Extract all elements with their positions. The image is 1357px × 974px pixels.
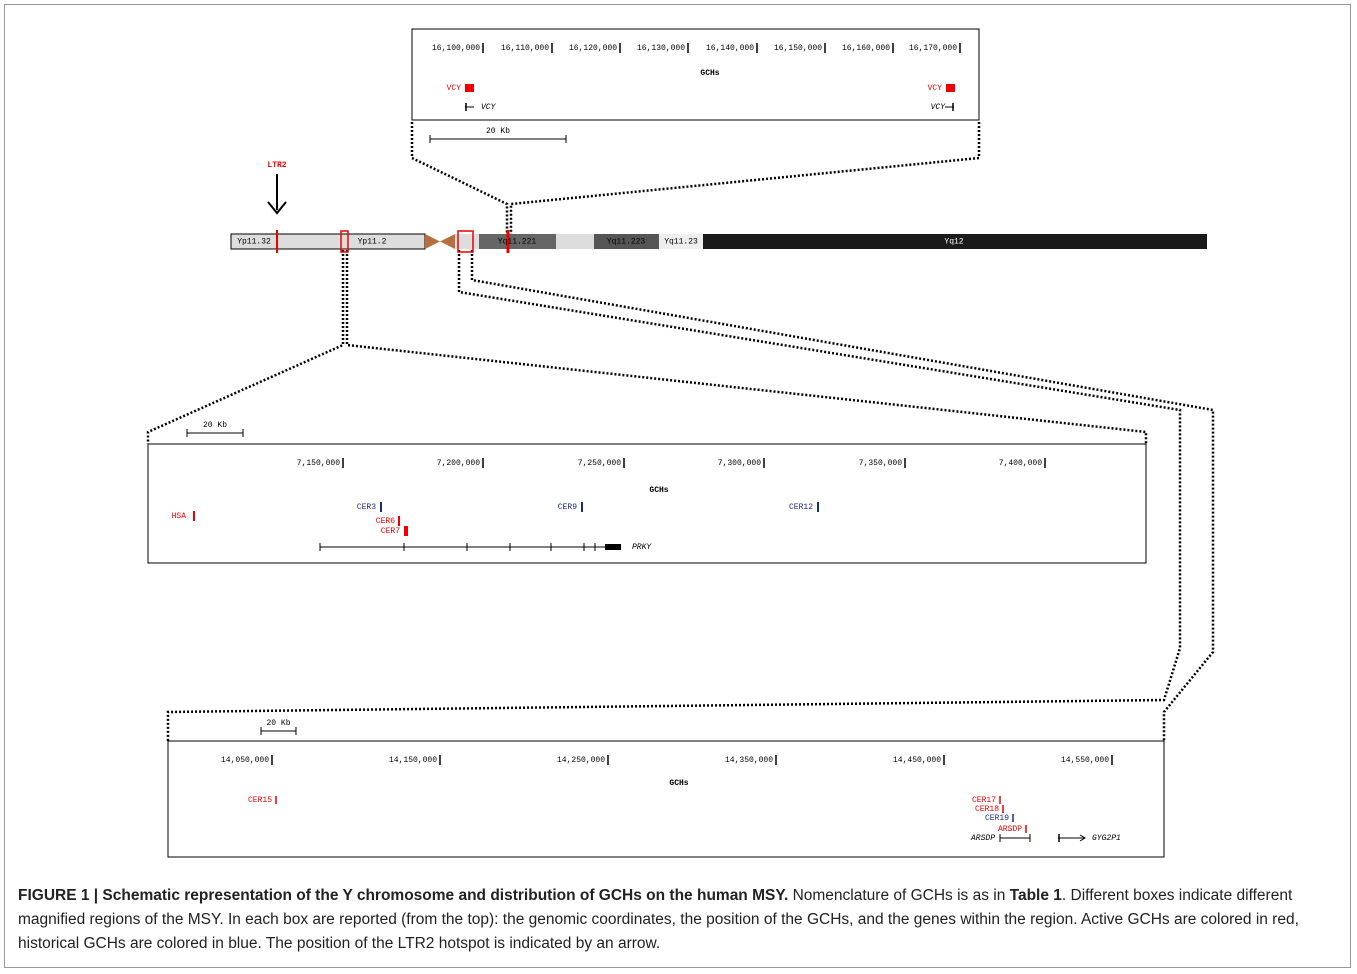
gch-label: CER7 bbox=[381, 527, 400, 536]
gch-label: HSA bbox=[172, 512, 187, 521]
band-label: Yq11.223 bbox=[607, 238, 646, 247]
gene-label: ARSDP bbox=[970, 834, 995, 843]
coordinate-label: 14,150,000 bbox=[389, 756, 437, 765]
coordinate-label: 16,140,000 bbox=[706, 44, 754, 53]
gene-label: PRKY bbox=[632, 543, 652, 552]
gch-label: CER15 bbox=[248, 796, 272, 805]
zoom-line bbox=[472, 250, 1213, 741]
coordinate-label: 7,150,000 bbox=[297, 459, 340, 468]
zoom-line bbox=[168, 250, 1180, 741]
box-title: GCHs bbox=[700, 69, 719, 78]
box-title: GCHs bbox=[649, 486, 668, 495]
gene-label: VCY bbox=[481, 103, 497, 112]
top-box bbox=[412, 29, 979, 120]
coordinate-label: 7,300,000 bbox=[718, 459, 761, 468]
centromere bbox=[440, 234, 455, 249]
box-title: GCHs bbox=[669, 779, 688, 788]
table-ref: Table 1 bbox=[1010, 887, 1062, 904]
gch-label: CER19 bbox=[985, 814, 1009, 823]
coordinate-label: 7,400,000 bbox=[999, 459, 1042, 468]
coordinate-label: 16,160,000 bbox=[842, 44, 890, 53]
gch-label: CER3 bbox=[357, 503, 376, 512]
coordinate-label: 14,050,000 bbox=[221, 756, 269, 765]
coordinate-label: 16,150,000 bbox=[774, 44, 822, 53]
gch-label: CER17 bbox=[972, 796, 996, 805]
zoom-line bbox=[148, 250, 343, 444]
coordinate-label: 16,130,000 bbox=[637, 44, 685, 53]
caption-text: Nomenclature of GCHs is as in bbox=[788, 887, 1009, 904]
coordinate-label: 16,170,000 bbox=[909, 44, 957, 53]
coordinate-label: 16,100,000 bbox=[432, 44, 480, 53]
boxes bbox=[148, 29, 1164, 857]
gch-marker bbox=[946, 84, 955, 92]
band-label: Yq11.221 bbox=[498, 238, 537, 247]
gch-label: VCY bbox=[928, 84, 943, 93]
caption-heading: FIGURE 1 | Schematic representation of t… bbox=[18, 887, 788, 904]
exon bbox=[605, 544, 621, 550]
coordinate-label: 16,110,000 bbox=[501, 44, 549, 53]
band-label: Yp11.32 bbox=[237, 238, 271, 247]
coordinate-label: 14,350,000 bbox=[725, 756, 773, 765]
gch-label: CER18 bbox=[975, 805, 999, 814]
band bbox=[556, 234, 594, 249]
zoom-line bbox=[347, 250, 1146, 444]
coordinate-label: 7,250,000 bbox=[578, 459, 621, 468]
coordinate-label: 7,350,000 bbox=[859, 459, 902, 468]
centromere bbox=[425, 234, 440, 249]
zoom-line bbox=[511, 122, 979, 234]
gch-label: VCY bbox=[447, 84, 462, 93]
hotspot-label: LTR2 bbox=[267, 161, 286, 170]
gene-label: GYG2P1 bbox=[1092, 834, 1121, 843]
coordinate-label: 14,550,000 bbox=[1061, 756, 1109, 765]
band-label: Yp11.2 bbox=[358, 238, 387, 247]
band-label: Yq12 bbox=[944, 238, 963, 247]
scale-label: 20 Kb bbox=[266, 719, 290, 728]
bottom-box bbox=[168, 741, 1164, 857]
gch-label: CER6 bbox=[376, 517, 395, 526]
gene-label: VCY bbox=[931, 103, 947, 112]
zoom-lines bbox=[148, 122, 1213, 741]
band-label: Yq11.23 bbox=[664, 238, 698, 247]
gch-label: CER9 bbox=[558, 503, 577, 512]
scale-label: 20 Kb bbox=[486, 127, 510, 136]
gch-marker bbox=[465, 84, 474, 92]
figure: 16,100,000 16,110,000 16,120,000 16,130,000… bbox=[0, 0, 1357, 880]
coordinate-label: 16,120,000 bbox=[569, 44, 617, 53]
coordinate-label: 14,250,000 bbox=[557, 756, 605, 765]
coordinate-label: 14,450,000 bbox=[893, 756, 941, 765]
scale-label: 20 Kb bbox=[203, 421, 227, 430]
gch-label: ARSDP bbox=[998, 825, 1022, 834]
caption: FIGURE 1 | Schematic representation of t… bbox=[18, 884, 1338, 956]
coordinate-label: 7,200,000 bbox=[437, 459, 480, 468]
gch-label: CER12 bbox=[789, 503, 813, 512]
